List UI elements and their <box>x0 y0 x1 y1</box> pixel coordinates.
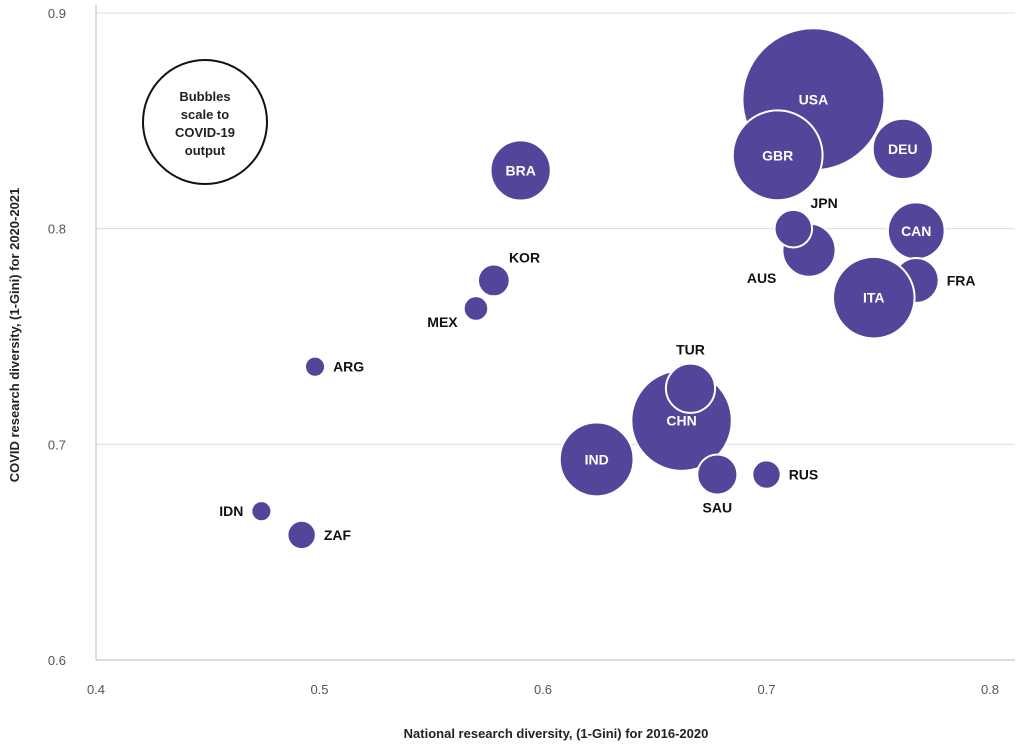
bubble-circle <box>489 139 552 202</box>
bubble-jpn: JPN <box>773 195 838 249</box>
size-legend-line: output <box>185 143 226 158</box>
bubble-circle <box>751 459 782 490</box>
y-tick-label: 0.9 <box>48 6 66 21</box>
x-tick-label: 0.7 <box>757 682 775 697</box>
bubble-ita: ITA <box>831 255 916 340</box>
bubble-circle <box>476 263 511 298</box>
bubble-label: FRA <box>947 272 976 288</box>
x-axis-title: National research diversity, (1-Gini) fo… <box>404 726 709 741</box>
bubble-circle <box>303 355 327 378</box>
bubble-bra: BRA <box>489 139 552 202</box>
y-tick-labels: 0.6 0.7 0.8 0.9 <box>48 6 66 668</box>
bubble-circle <box>773 208 814 249</box>
bubble-can: CAN <box>886 201 946 261</box>
bubble-circle <box>831 255 916 340</box>
bubble-circle <box>558 421 635 498</box>
bubble-gbr: GBR <box>731 109 824 202</box>
y-tick-label: 0.8 <box>48 222 66 237</box>
bubble-label: IDN <box>219 503 243 519</box>
size-legend-circle <box>142 59 268 185</box>
bubble-idn: IDN <box>219 500 273 523</box>
y-tick-label: 0.6 <box>48 653 66 668</box>
bubble-circle <box>731 109 824 202</box>
bubble-circle <box>286 519 317 551</box>
bubble-label: TUR <box>676 342 705 358</box>
bubble-sau: SAU <box>696 453 739 516</box>
bubble-circle <box>250 500 273 523</box>
bubble-label: MEX <box>427 314 458 330</box>
bubble-circle <box>664 362 717 414</box>
bubble-kor: KOR <box>476 250 540 298</box>
x-tick-label: 0.6 <box>534 682 552 697</box>
bubble-mex: MEX <box>427 295 490 330</box>
size-legend-line: COVID-19 <box>175 125 235 140</box>
x-tick-label: 0.4 <box>87 682 105 697</box>
bubble-label: SAU <box>703 500 733 516</box>
bubble-label: IND <box>585 451 609 467</box>
bubble-label: AUS <box>747 270 777 286</box>
bubble-rus: RUS <box>751 459 819 490</box>
bubble-circle <box>871 117 934 180</box>
size-legend-line: Bubbles <box>179 89 230 104</box>
bubble-zaf: ZAF <box>286 519 352 551</box>
size-legend-line: scale to <box>181 107 229 122</box>
y-axis-title: COVID research diversity, (1-Gini) for 2… <box>7 188 22 483</box>
bubble-label: GBR <box>762 147 793 163</box>
bubble-label: ARG <box>333 359 364 375</box>
bubble-tur: TUR <box>664 342 717 414</box>
bubbles: USA GBR DEU BRA AUS JPN CAN FRA ITA KOR MEX ARG CHN T… <box>219 27 976 551</box>
bubble-deu: DEU <box>871 117 934 180</box>
bubble-label: CAN <box>901 223 931 239</box>
bubble-label: ZAF <box>324 527 352 543</box>
x-tick-label: 0.5 <box>310 682 328 697</box>
bubble-label: ITA <box>863 290 885 306</box>
bubble-label: CHN <box>666 413 696 429</box>
y-tick-label: 0.7 <box>48 437 66 452</box>
bubble-circle <box>462 295 490 322</box>
gridlines <box>96 12 1015 445</box>
bubble-label: KOR <box>509 250 540 266</box>
bubble-label: USA <box>799 91 829 107</box>
x-tick-labels: 0.4 0.5 0.6 0.7 0.8 <box>87 682 999 697</box>
x-tick-label: 0.8 <box>981 682 999 697</box>
bubble-circle <box>696 453 739 496</box>
bubble-label: JPN <box>810 195 837 211</box>
bubble-ind: IND <box>558 421 635 498</box>
bubble-label: RUS <box>789 467 819 483</box>
bubble-arg: ARG <box>303 355 364 378</box>
size-legend: Bubbles scale to COVID-19 output <box>142 59 268 185</box>
bubble-label: BRA <box>505 162 535 178</box>
bubble-label: DEU <box>888 141 918 157</box>
